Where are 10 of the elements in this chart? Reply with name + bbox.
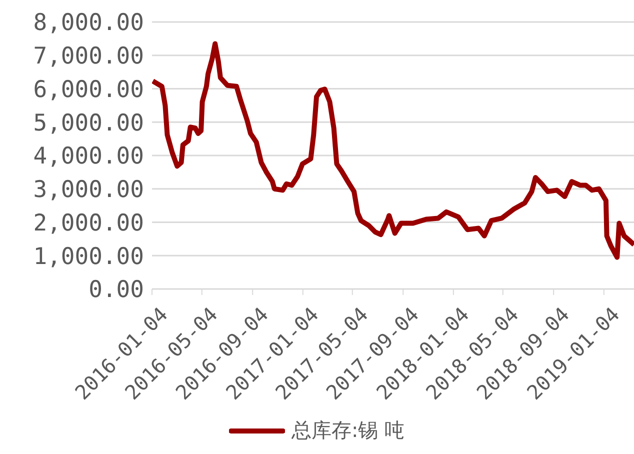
legend-label: 总库存:锡 吨 (290, 417, 405, 444)
y-tick-label: 5,000.00 (33, 110, 144, 136)
y-tick-label: 6,000.00 (33, 76, 144, 103)
y-tick-label: 2,000.00 (33, 210, 144, 236)
y-tick-label: 3,000.00 (33, 177, 144, 204)
y-tick-label: 4,000.00 (33, 144, 144, 170)
y-tick-label: 0.00 (88, 277, 144, 304)
y-tick-label: 8,000.00 (33, 10, 144, 36)
y-tick-label: 7,000.00 (33, 44, 144, 70)
y-tick-label: 1,000.00 (33, 244, 144, 270)
